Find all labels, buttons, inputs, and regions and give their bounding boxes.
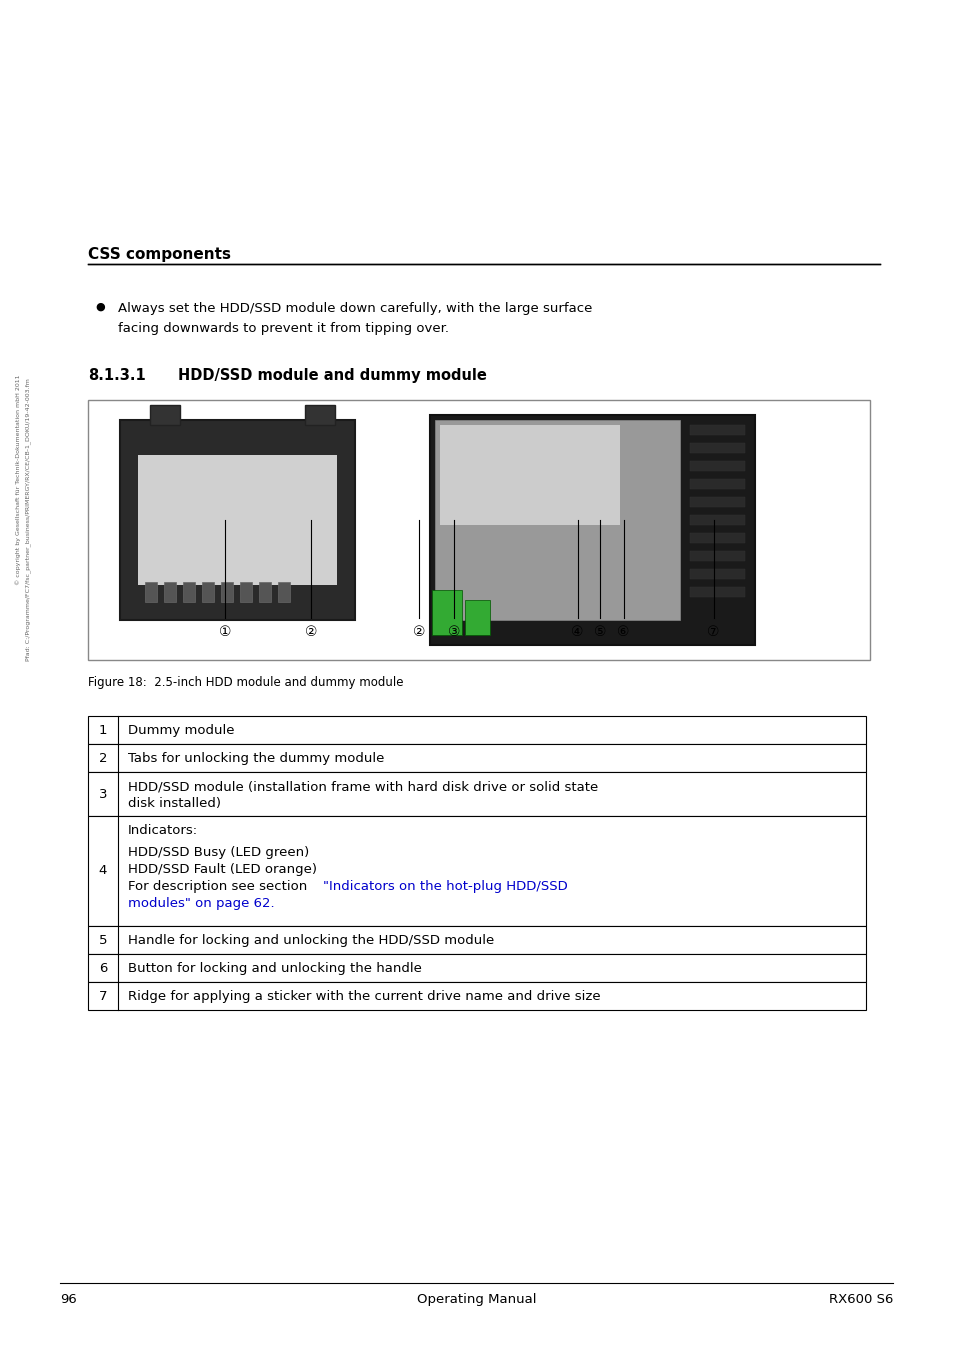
Text: Tabs for unlocking the dummy module: Tabs for unlocking the dummy module <box>128 753 384 765</box>
Text: 8.1.3.1: 8.1.3.1 <box>88 367 146 382</box>
Bar <box>150 405 180 426</box>
Text: HDD/SSD Fault (LED orange): HDD/SSD Fault (LED orange) <box>128 863 316 875</box>
Bar <box>138 455 336 585</box>
Bar <box>689 497 744 507</box>
Bar <box>439 426 619 526</box>
Text: 96: 96 <box>60 1293 76 1306</box>
Text: 7: 7 <box>99 989 107 1002</box>
Bar <box>689 515 744 526</box>
Text: facing downwards to prevent it from tipping over.: facing downwards to prevent it from tipp… <box>118 322 449 335</box>
Text: ⑥: ⑥ <box>617 626 629 639</box>
Text: ①: ① <box>218 626 231 639</box>
Text: 2: 2 <box>99 751 107 765</box>
Text: ⑦: ⑦ <box>706 626 720 639</box>
Bar <box>88 816 865 925</box>
Text: modules" on page 62.: modules" on page 62. <box>128 897 274 911</box>
Text: Handle for locking and unlocking the HDD/SSD module: Handle for locking and unlocking the HDD… <box>128 934 494 947</box>
Bar <box>689 426 744 435</box>
Bar <box>689 551 744 561</box>
Text: ③: ③ <box>447 626 459 639</box>
Bar <box>183 582 194 603</box>
Text: HDD/SSD module and dummy module: HDD/SSD module and dummy module <box>178 367 486 382</box>
Bar <box>435 420 679 620</box>
Text: Operating Manual: Operating Manual <box>416 1293 537 1306</box>
Bar <box>88 954 865 982</box>
Text: ②: ② <box>412 626 425 639</box>
Text: Pfad: C:/Programme/FC7/fsc_partner_business/PRIMERGY/RX/CE/CB-1_DOKU/19-42-003.f: Pfad: C:/Programme/FC7/fsc_partner_busin… <box>25 378 30 662</box>
Bar <box>88 982 865 1011</box>
Text: ②: ② <box>304 626 316 639</box>
Text: 6: 6 <box>99 962 107 974</box>
Bar <box>689 480 744 489</box>
Text: Indicators:: Indicators: <box>128 824 198 838</box>
Bar <box>689 461 744 471</box>
Text: 4: 4 <box>99 865 107 878</box>
Bar <box>430 415 754 644</box>
Bar <box>689 569 744 580</box>
Text: RX600 S6: RX600 S6 <box>828 1293 892 1306</box>
Text: Always set the HDD/SSD module down carefully, with the large surface: Always set the HDD/SSD module down caref… <box>118 303 592 315</box>
Text: Dummy module: Dummy module <box>128 724 234 738</box>
Bar <box>305 405 335 426</box>
Text: CSS components: CSS components <box>88 247 231 262</box>
Text: HDD/SSD Busy (LED green): HDD/SSD Busy (LED green) <box>128 846 309 859</box>
Bar <box>432 590 461 635</box>
Text: Ridge for applying a sticker with the current drive name and drive size: Ridge for applying a sticker with the cu… <box>128 990 600 1002</box>
Text: "Indicators on the hot-plug HDD/SSD: "Indicators on the hot-plug HDD/SSD <box>323 880 567 893</box>
Text: HDD/SSD module (installation frame with hard disk drive or solid state
disk inst: HDD/SSD module (installation frame with … <box>128 780 598 811</box>
Text: Figure 18:  2.5-inch HDD module and dummy module: Figure 18: 2.5-inch HDD module and dummy… <box>88 676 403 689</box>
Bar <box>88 716 865 744</box>
Text: Button for locking and unlocking the handle: Button for locking and unlocking the han… <box>128 962 421 975</box>
Bar <box>145 582 157 603</box>
Bar <box>240 582 252 603</box>
Text: ⑤: ⑤ <box>594 626 606 639</box>
Bar <box>120 420 355 620</box>
Bar <box>221 582 233 603</box>
Bar <box>88 771 865 816</box>
Bar <box>689 534 744 543</box>
Bar <box>689 443 744 453</box>
Bar <box>164 582 175 603</box>
Bar <box>88 400 869 661</box>
Bar <box>464 600 490 635</box>
Bar <box>689 586 744 597</box>
Bar <box>88 925 865 954</box>
Text: 5: 5 <box>99 934 107 947</box>
Bar <box>277 582 290 603</box>
Bar <box>202 582 213 603</box>
Bar <box>258 582 271 603</box>
Bar <box>88 744 865 771</box>
Text: For description see section: For description see section <box>128 880 312 893</box>
Text: © copyright by Gesellschaft für Technik-Dokumentation mbH 2011: © copyright by Gesellschaft für Technik-… <box>15 374 21 585</box>
Text: 1: 1 <box>99 724 107 736</box>
Text: ④: ④ <box>571 626 583 639</box>
Text: 3: 3 <box>99 788 107 801</box>
Text: ●: ● <box>95 303 105 312</box>
